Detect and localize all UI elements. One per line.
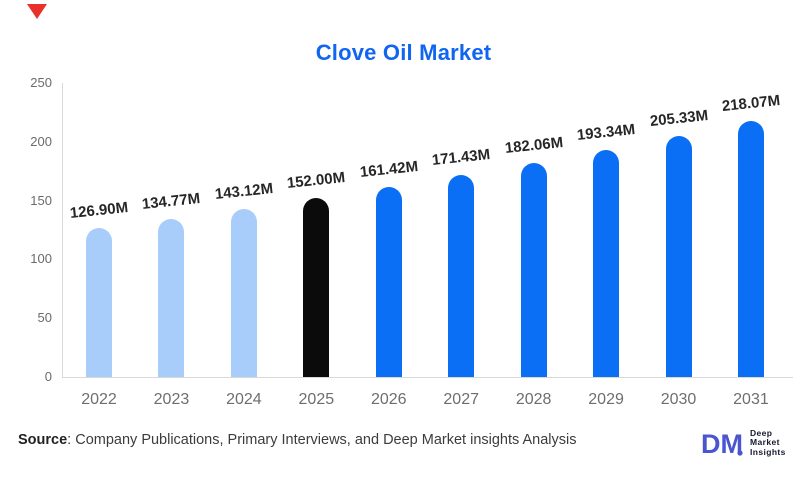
x-axis-line (62, 377, 793, 378)
bar-value-label: 218.07M (721, 91, 781, 115)
logo-line-1: Deep (750, 427, 773, 438)
bar-2025 (303, 198, 330, 377)
logo-line-2: Market (750, 437, 780, 448)
y-axis-line (62, 83, 63, 377)
bar-2031 (737, 120, 764, 377)
bar-2028 (520, 162, 547, 377)
x-tick-label: 2031 (733, 391, 769, 408)
svg-text:DM: DM (702, 429, 743, 458)
x-tick-label: 2029 (588, 391, 624, 408)
deep-market-insights-logo: DM Deep Market Insights (702, 428, 786, 458)
bar-2023 (158, 218, 185, 377)
y-tick-label: 150 (30, 192, 52, 208)
x-tick-label: 2024 (226, 391, 262, 408)
y-tick-label: 100 (30, 251, 52, 267)
source-note: Source: Company Publications, Primary In… (18, 432, 577, 448)
x-tick-label: 2030 (660, 391, 697, 408)
y-tick-label: 200 (30, 133, 52, 149)
y-tick-label: 50 (37, 310, 52, 326)
bar-2022 (86, 227, 112, 377)
x-tick-label: 2027 (443, 391, 479, 408)
x-tick-label: 2023 (153, 391, 190, 408)
logo-wordmark: Deep Market Insights (750, 427, 786, 458)
bar-2030 (665, 135, 692, 377)
red-corner-flag-icon (27, 4, 47, 19)
x-tick-label: 2025 (298, 391, 335, 408)
source-text: : Company Publications, Primary Intervie… (67, 432, 577, 448)
bar-2027 (448, 175, 475, 377)
source-label: Source (18, 432, 68, 448)
dm-monogram-icon: DM (702, 429, 743, 458)
x-tick-label: 2028 (515, 391, 552, 408)
y-tick-label: 0 (44, 369, 52, 384)
bar-2024 (230, 208, 257, 377)
bar-2029 (593, 149, 620, 377)
bar-2026 (375, 187, 402, 377)
logo-line-3: Insights (750, 446, 786, 457)
x-tick-label: 2026 (370, 391, 407, 408)
x-tick-label: 2022 (81, 391, 117, 408)
y-tick-label: 250 (30, 75, 52, 90)
chart-title: Clove Oil Market (315, 40, 492, 65)
